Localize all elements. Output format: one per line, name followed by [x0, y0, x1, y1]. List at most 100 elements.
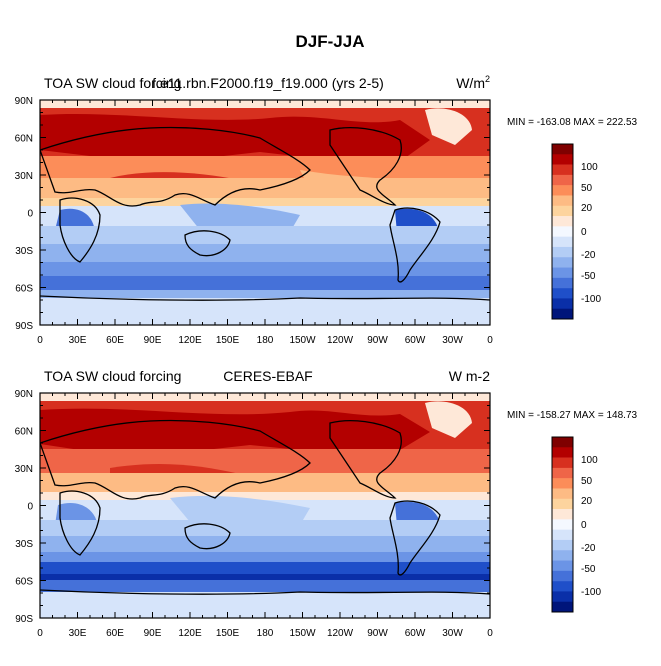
lon-tick-label: 120E	[178, 335, 202, 346]
lon-tick-label: 180	[257, 335, 274, 346]
colorbar-swatch	[552, 519, 573, 530]
colorbar-swatch	[552, 550, 573, 561]
colorbar-swatch	[552, 246, 573, 258]
colorbar-swatch	[552, 529, 573, 541]
stats-label: MIN = -163.08 MAX = 222.53	[507, 117, 638, 128]
lon-tick-label: 150W	[289, 628, 316, 639]
colorbar-swatch	[552, 478, 573, 489]
colorbar-label: 100	[581, 455, 598, 466]
lon-tick-label: 0	[487, 628, 493, 639]
lon-tick-label: 150W	[289, 335, 316, 346]
colorbar-swatch	[552, 216, 573, 227]
colorbar-swatch	[552, 195, 573, 207]
panel-center-label: f.e11.rbn.F2000.f19_f19.000 (yrs 2-5)	[152, 75, 384, 91]
lon-tick-label: 90E	[144, 335, 162, 346]
lon-tick-label: 0	[37, 628, 43, 639]
lat-tick-label: 60N	[15, 134, 33, 145]
lat-tick-label: 30N	[15, 464, 33, 475]
colorbar-swatch	[552, 267, 573, 279]
lon-tick-label: 60W	[405, 335, 426, 346]
colorbar: 100 50 20 0 -20 -50 -100	[551, 436, 601, 613]
panel-units: W/m2	[456, 74, 490, 91]
lon-tick-label: 0	[487, 335, 493, 346]
lat-tick-label: 90S	[15, 614, 33, 625]
colorbar-label: -100	[581, 587, 601, 598]
colorbar-label: -20	[581, 250, 596, 261]
lat-tick-label: 0	[27, 502, 33, 513]
lon-tick-label: 180	[257, 628, 274, 639]
axis-ticks	[39, 99, 491, 326]
lat-tick-label: 30N	[15, 171, 33, 182]
lon-tick-label: 60W	[405, 628, 426, 639]
lat-axis: 90N 60N 30N 0 30S 60S 90S	[15, 389, 34, 625]
colorbar-swatches	[552, 144, 573, 320]
colorbar-swatch	[552, 437, 573, 448]
lat-tick-label: 90N	[15, 96, 33, 107]
lon-tick-label: 30E	[69, 628, 87, 639]
colorbar-label: 20	[581, 203, 593, 214]
panel-observations: TOA SW cloud forcing CERES-EBAF W m-2	[15, 368, 638, 639]
colorbar-swatch	[552, 581, 573, 592]
colorbar-swatch	[552, 164, 573, 176]
panel-model: TOA SW cloud forcing f.e11.rbn.F2000.f19…	[15, 74, 638, 346]
colorbar-label: -50	[581, 271, 596, 282]
lon-tick-label: 150E	[216, 628, 240, 639]
colorbar-swatch	[552, 185, 573, 196]
colorbar-swatch	[552, 488, 573, 500]
colorbar-label: 0	[581, 520, 587, 531]
colorbar-swatches	[552, 437, 573, 613]
colorbar-frame	[551, 436, 574, 613]
colorbar-swatch	[552, 257, 573, 268]
panel-center-label: CERES-EBAF	[223, 368, 312, 384]
colorbar-swatch	[552, 560, 573, 572]
colorbar-swatch	[552, 226, 573, 237]
lat-axis: 90N 60N 30N 0 30S 60S 90S	[15, 96, 34, 332]
lon-tick-label: 60E	[106, 628, 124, 639]
colorbar-swatch	[552, 509, 573, 520]
lon-tick-label: 30W	[442, 335, 463, 346]
colorbar-swatch	[552, 308, 573, 320]
panel-left-label: TOA SW cloud forcing	[44, 368, 181, 384]
lon-axis: 0 30E 60E 90E 120E 150E 180 150W 120W 90…	[37, 628, 493, 639]
colorbar-label: -20	[581, 543, 596, 554]
colorbar-swatch	[552, 447, 573, 458]
lat-tick-label: 60S	[15, 284, 33, 295]
colorbar-label: 50	[581, 476, 593, 487]
lon-tick-label: 30E	[69, 335, 87, 346]
colorbar-swatch	[552, 539, 573, 551]
colorbar-swatch	[552, 288, 573, 299]
colorbar-swatch	[552, 236, 573, 248]
lon-tick-label: 120E	[178, 628, 202, 639]
colorbar-swatch	[552, 144, 573, 155]
colorbar-swatch	[552, 277, 573, 289]
lon-tick-label: 90E	[144, 628, 162, 639]
panel-left-label: TOA SW cloud forcing	[44, 75, 181, 91]
lon-tick-label: 60E	[106, 335, 124, 346]
colorbar-swatch	[552, 174, 573, 186]
axis-ticks	[39, 392, 491, 619]
colorbar: 100 50 20 0 -20 -50 -100	[551, 143, 601, 320]
lat-tick-label: 90S	[15, 321, 33, 332]
map-field	[40, 393, 490, 618]
lon-tick-label: 120W	[327, 335, 354, 346]
colorbar-swatch	[552, 467, 573, 479]
colorbar-label: 0	[581, 227, 587, 238]
colorbar-label: 20	[581, 496, 593, 507]
lon-tick-label: 150E	[216, 335, 240, 346]
lat-tick-label: 60N	[15, 427, 33, 438]
lat-tick-label: 60S	[15, 577, 33, 588]
lon-axis: 0 30E 60E 90E 120E 150E 180 150W 120W 90…	[37, 335, 493, 346]
lat-tick-label: 90N	[15, 389, 33, 400]
lon-tick-label: 120W	[327, 628, 354, 639]
colorbar-swatch	[552, 205, 573, 217]
lat-tick-label: 30S	[15, 246, 33, 257]
colorbar-swatch	[552, 591, 573, 602]
panel-units: W m-2	[449, 368, 490, 384]
stats-label: MIN = -158.27 MAX = 148.73	[507, 410, 638, 421]
colorbar-swatch	[552, 498, 573, 510]
colorbar-swatch	[552, 298, 573, 309]
colorbar-label: 50	[581, 183, 593, 194]
lon-tick-label: 30W	[442, 628, 463, 639]
colorbar-swatch	[552, 570, 573, 582]
